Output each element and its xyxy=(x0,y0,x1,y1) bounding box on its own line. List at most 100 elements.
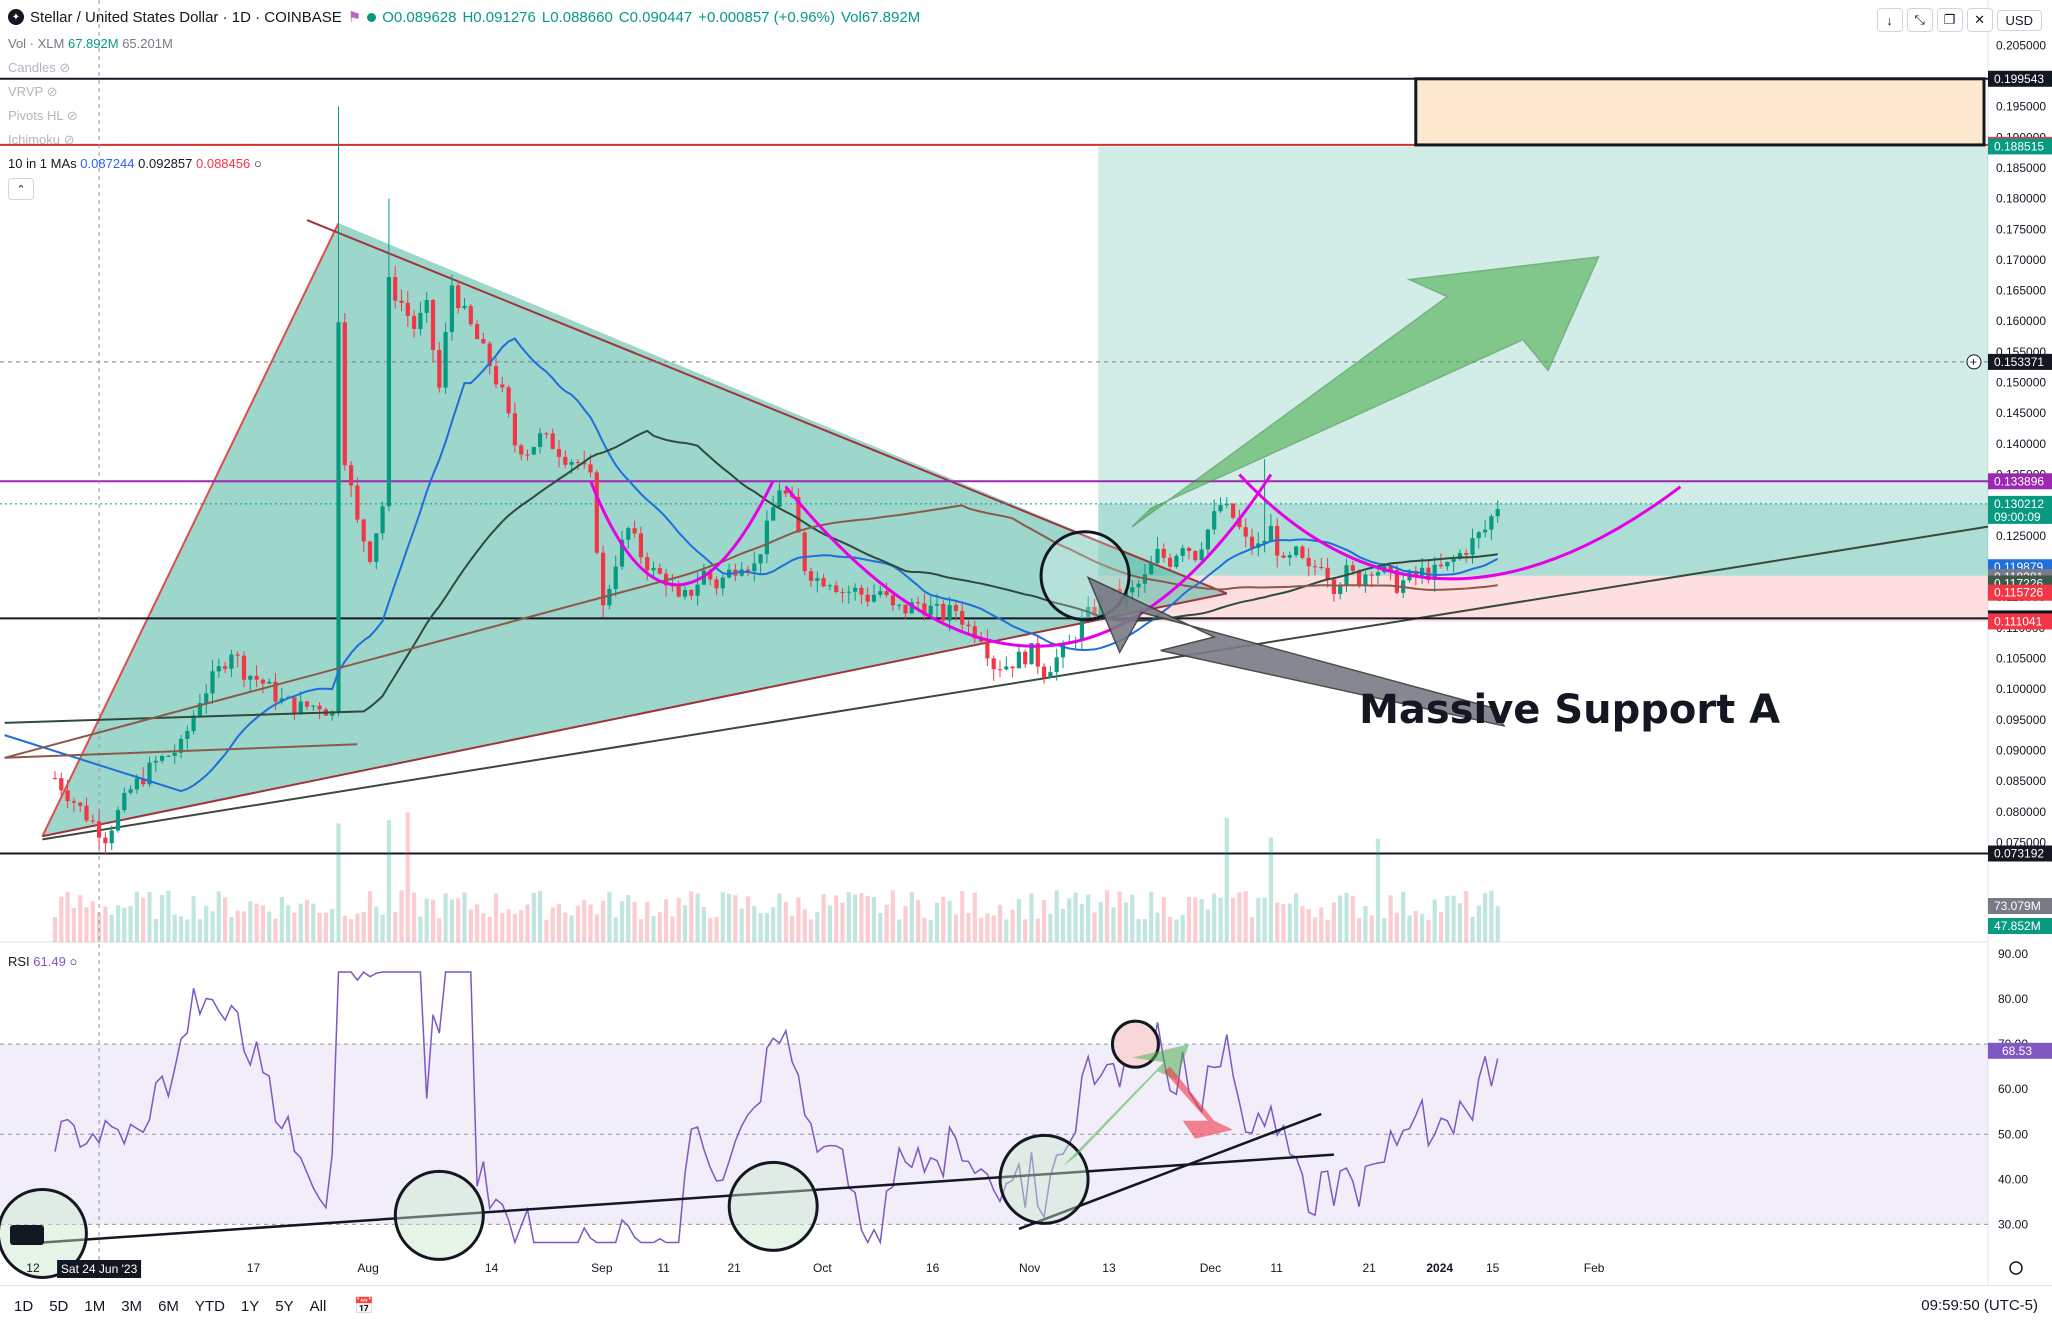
timeframe-6m[interactable]: 6M xyxy=(158,1297,179,1315)
volume-bar xyxy=(714,916,719,942)
volume-bar xyxy=(1231,897,1236,942)
candle-body xyxy=(960,610,965,625)
volume-bar xyxy=(657,912,662,942)
settings-icon[interactable]: ○ xyxy=(69,954,78,969)
flag-icon[interactable]: ⚑ xyxy=(347,9,362,26)
candle-body xyxy=(657,568,662,574)
settings-icon[interactable]: ○ xyxy=(253,156,262,171)
timeframe-5d[interactable]: 5D xyxy=(49,1297,69,1315)
candle-body xyxy=(771,506,776,521)
clock[interactable]: 09:59:50 (UTC-5) xyxy=(1921,1297,2038,1314)
volume-bar xyxy=(160,895,165,942)
candle-body xyxy=(380,506,385,534)
candle-body xyxy=(304,701,310,707)
volume-bar xyxy=(1483,893,1488,942)
chart-toolbar-right: ↓ ⤡ ❐ ✕ USD xyxy=(1876,8,2042,32)
crosshair-date-badge xyxy=(57,1260,142,1278)
candle-body xyxy=(336,322,341,712)
volume-bar xyxy=(1464,891,1469,942)
rsi-legend[interactable]: RSI 61.49 ○ xyxy=(8,954,77,969)
candle-body xyxy=(128,789,133,793)
volume-bar xyxy=(664,899,669,942)
volume-bar xyxy=(953,914,958,942)
volume-bar xyxy=(84,907,89,942)
time-tick-label: 2024 xyxy=(1426,1261,1453,1275)
candle-body xyxy=(166,755,171,757)
timeframe-1d[interactable]: 1D xyxy=(14,1297,34,1315)
candle-body xyxy=(147,762,152,785)
hidden-indicator-vrvp[interactable]: VRVP ⊘ xyxy=(8,84,58,99)
candle-body xyxy=(342,322,347,466)
volume-bar xyxy=(928,919,933,942)
price-badge xyxy=(1988,584,2052,601)
volume-bar xyxy=(563,912,568,942)
close-icon[interactable]: ✕ xyxy=(1966,8,1993,32)
currency-select[interactable]: USD xyxy=(1996,9,2042,31)
calendar-icon[interactable]: 📅 xyxy=(354,1298,375,1315)
volume-bar xyxy=(670,916,675,942)
triangle-lower-trendline xyxy=(42,592,1228,838)
candle-body xyxy=(456,285,461,309)
restore-icon[interactable]: ❐ xyxy=(1936,8,1963,32)
timeframe-all[interactable]: All xyxy=(309,1297,327,1315)
price-tick-label: 0.125000 xyxy=(1996,529,2046,543)
candle-body xyxy=(884,591,889,596)
fullscreen-icon[interactable]: ⤡ xyxy=(1906,8,1933,32)
timeframe-ytd[interactable]: YTD xyxy=(194,1297,225,1315)
eye-off-icon[interactable]: ⊘ xyxy=(66,108,78,123)
volume-bar xyxy=(342,915,347,942)
candle-body xyxy=(449,285,454,332)
volume-bar xyxy=(752,906,757,942)
candle-body xyxy=(972,626,977,639)
chart-canvas[interactable]: Massive Support A 0.2050000.2000000.19500… xyxy=(0,0,2052,1285)
volume-bar xyxy=(449,899,454,942)
candle-body xyxy=(223,666,228,669)
candle-body xyxy=(1470,538,1475,555)
candle-body xyxy=(412,315,417,329)
price-tick-label: 0.165000 xyxy=(1996,284,2046,298)
hidden-indicator-ichimoku[interactable]: Ichimoku ⊘ xyxy=(8,132,75,147)
candle-body xyxy=(1186,548,1192,552)
collapse-legend-button[interactable]: ⌃ xyxy=(8,178,34,200)
candle-body xyxy=(1338,585,1343,595)
hidden-indicator-pivots[interactable]: Pivots HL ⊘ xyxy=(8,108,78,123)
volume-bar xyxy=(355,913,360,942)
candle-body xyxy=(1451,558,1456,562)
timeframe-5y[interactable]: 5Y xyxy=(275,1297,294,1315)
bottom-toolbar: 1D 5D 1M 3M 6M YTD 1Y 5Y All 📅 09:59:50 … xyxy=(0,1285,2052,1326)
volume-bar xyxy=(916,900,921,942)
candle-body xyxy=(361,519,366,542)
volume-bar xyxy=(1401,891,1406,942)
volume-bar xyxy=(1426,919,1431,942)
volume-bar xyxy=(317,912,322,942)
timeframe-1m[interactable]: 1M xyxy=(84,1297,106,1315)
candle-body xyxy=(531,446,536,455)
volume-bar xyxy=(216,891,221,942)
ohlc-high: H0.091276 xyxy=(462,8,536,26)
timeframe-1y[interactable]: 1Y xyxy=(240,1297,260,1315)
ma-legend[interactable]: 10 in 1 MAs 0.087244 0.092857 0.088456 ○ xyxy=(8,156,262,171)
candle-body xyxy=(991,658,996,670)
volume-bar xyxy=(128,905,133,942)
candle-body xyxy=(134,778,139,790)
volume-legend[interactable]: Vol · XLM 67.892M 65.201M xyxy=(8,36,173,51)
candle-body xyxy=(1394,570,1399,593)
time-tick-label: 21 xyxy=(727,1261,741,1275)
timeframe-3m[interactable]: 3M xyxy=(121,1297,143,1315)
eye-off-icon[interactable]: ⊘ xyxy=(59,60,71,75)
rsi-support-trendline-2 xyxy=(1018,1112,1322,1231)
volume-bar xyxy=(500,913,505,942)
candle-body xyxy=(1042,666,1047,678)
time-tick-label: 21 xyxy=(1363,1261,1377,1275)
arrow-down-icon[interactable]: ↓ xyxy=(1876,8,1903,32)
eye-off-icon[interactable]: ⊘ xyxy=(46,84,58,99)
eye-off-icon[interactable]: ⊘ xyxy=(63,132,75,147)
tradingview-logo-icon xyxy=(10,1225,44,1245)
candle-body xyxy=(405,302,410,316)
symbol-title[interactable]: Stellar / United States Dollar · 1D · CO… xyxy=(30,8,342,26)
candle-body xyxy=(462,306,467,309)
hidden-indicator-candles[interactable]: Candles ⊘ xyxy=(8,60,71,75)
volume-bar xyxy=(393,911,398,942)
candle-body xyxy=(764,520,769,555)
candle-body xyxy=(538,433,543,447)
